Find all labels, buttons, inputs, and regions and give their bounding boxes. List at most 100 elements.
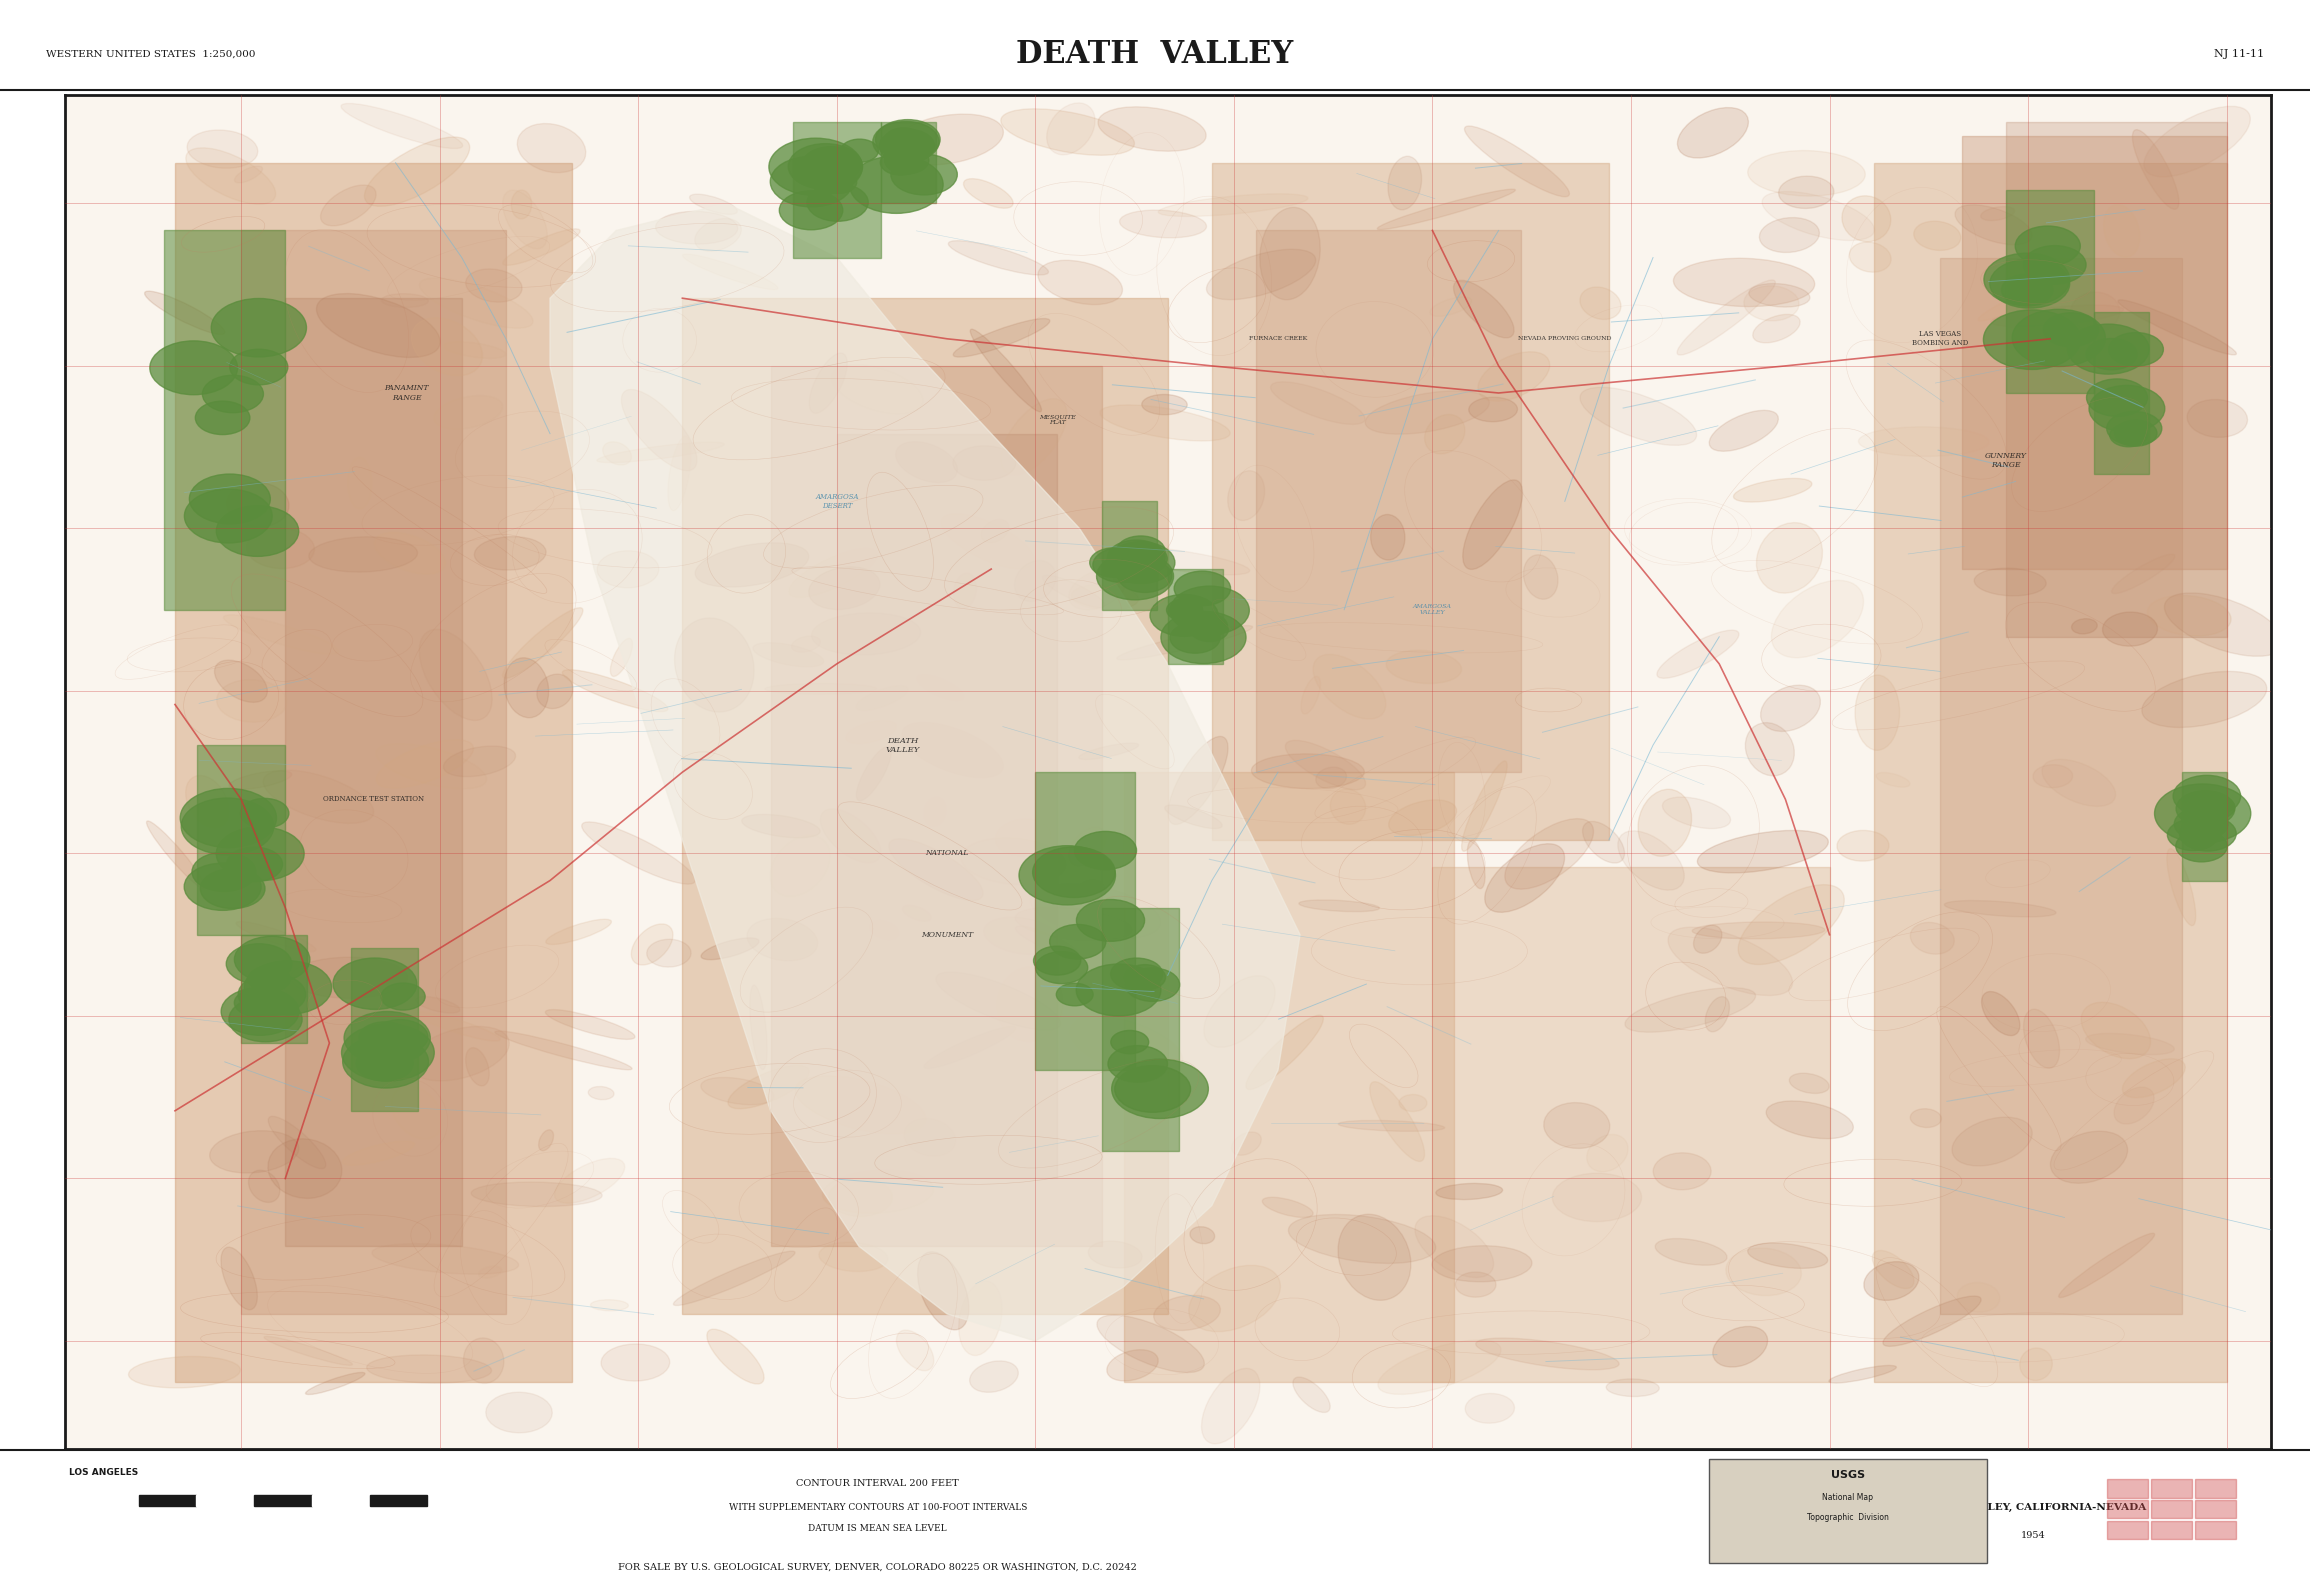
Ellipse shape [1204,976,1275,1047]
Ellipse shape [1190,1266,1280,1332]
Ellipse shape [1432,1245,1532,1281]
Ellipse shape [1100,406,1231,440]
Circle shape [210,298,307,356]
Ellipse shape [1749,150,1864,196]
Ellipse shape [1476,1338,1619,1370]
Ellipse shape [1705,996,1730,1031]
Circle shape [217,505,298,556]
Text: NJ 11-11: NJ 11-11 [2213,49,2264,59]
Circle shape [1116,543,1167,575]
Circle shape [885,147,929,174]
Ellipse shape [746,919,818,961]
Circle shape [333,958,416,1009]
Bar [1123,773,1455,1381]
Circle shape [229,996,303,1042]
Circle shape [1984,253,2070,306]
Ellipse shape [374,532,446,573]
Ellipse shape [377,744,487,789]
Ellipse shape [504,657,550,718]
Ellipse shape [1370,1082,1425,1161]
Ellipse shape [365,138,469,206]
Ellipse shape [1726,1248,1802,1296]
Ellipse shape [647,939,691,968]
Ellipse shape [1301,676,1321,714]
Ellipse shape [1605,1380,1659,1397]
Ellipse shape [226,482,289,527]
Ellipse shape [2164,592,2285,656]
Ellipse shape [187,130,259,168]
Circle shape [247,966,291,992]
Ellipse shape [1654,1153,1712,1190]
Bar [2194,1479,2236,1497]
Ellipse shape [1677,108,1749,158]
Ellipse shape [247,527,314,569]
Circle shape [356,1045,413,1080]
Ellipse shape [1252,754,1365,789]
Circle shape [1116,535,1164,565]
Bar [240,935,307,1044]
Bar [2183,773,2227,881]
Text: AMARGOSA
DESERT: AMARGOSA DESERT [815,493,859,510]
Ellipse shape [349,458,372,508]
Ellipse shape [903,1118,956,1156]
Bar [2151,1500,2192,1519]
Circle shape [1116,1066,1190,1112]
Ellipse shape [1201,1369,1259,1443]
Ellipse shape [1855,675,1899,751]
Ellipse shape [504,228,580,265]
Ellipse shape [1779,176,1834,209]
Ellipse shape [610,638,633,676]
Ellipse shape [1298,900,1379,912]
Bar [1961,136,2227,569]
Ellipse shape [695,219,742,252]
Circle shape [2067,325,2148,374]
Ellipse shape [474,537,545,570]
Ellipse shape [1164,805,1222,828]
Ellipse shape [896,1331,933,1370]
Ellipse shape [217,680,286,722]
Circle shape [342,1036,430,1088]
Ellipse shape [952,445,1016,480]
Ellipse shape [416,1012,499,1041]
Ellipse shape [728,1066,808,1109]
Ellipse shape [1070,570,1125,610]
Ellipse shape [2123,1058,2185,1098]
Ellipse shape [822,1171,933,1213]
Bar [1257,231,1520,773]
Ellipse shape [263,770,374,824]
Ellipse shape [832,364,924,413]
Ellipse shape [1790,1074,1830,1093]
Bar [196,1495,254,1506]
Ellipse shape [924,797,947,827]
Ellipse shape [1190,1226,1215,1243]
Ellipse shape [591,1300,628,1312]
Ellipse shape [1231,1133,1261,1155]
Ellipse shape [808,353,848,413]
Circle shape [2088,385,2164,432]
Circle shape [381,984,425,1011]
Bar [176,163,573,1381]
Ellipse shape [959,1281,1003,1356]
Ellipse shape [1169,737,1229,824]
Bar [312,1495,370,1506]
Text: LOS ANGELES: LOS ANGELES [69,1468,139,1476]
Circle shape [245,961,333,1014]
Ellipse shape [1504,819,1594,889]
Ellipse shape [222,1247,256,1310]
Ellipse shape [1580,388,1696,445]
Ellipse shape [1157,193,1307,217]
Circle shape [778,190,843,230]
Circle shape [875,120,940,160]
Ellipse shape [229,771,291,789]
Text: MONUMENT: MONUMENT [922,931,973,939]
Circle shape [233,990,277,1017]
Circle shape [180,798,275,855]
Circle shape [802,147,862,182]
Ellipse shape [1836,830,1890,862]
Circle shape [2107,412,2162,445]
Ellipse shape [1037,260,1123,304]
Ellipse shape [1543,1102,1610,1148]
Ellipse shape [1954,204,2033,244]
Ellipse shape [1910,1109,1940,1128]
Ellipse shape [471,1182,603,1207]
